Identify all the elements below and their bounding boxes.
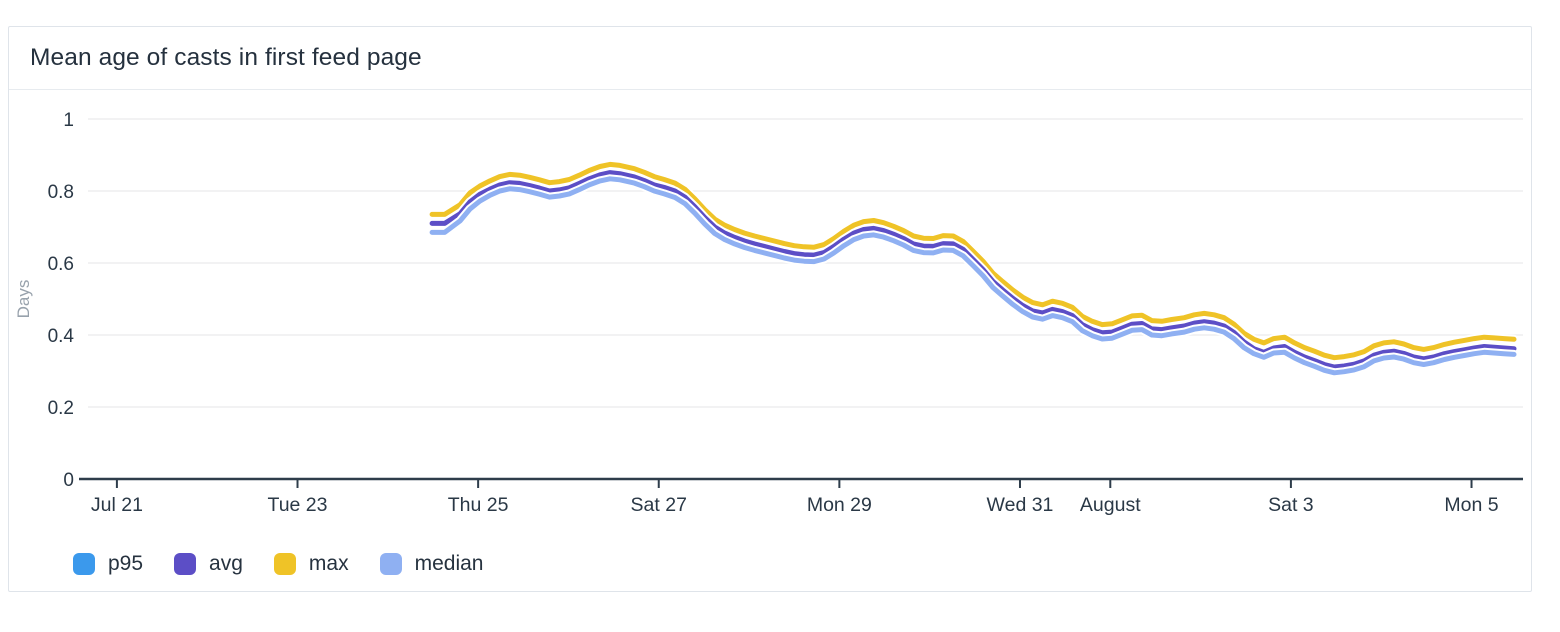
legend-label: median (414, 552, 484, 575)
x-tick-label: August (1080, 494, 1141, 516)
y-tick-label: 0.2 (48, 398, 74, 419)
y-tick-label: 0.4 (48, 326, 75, 347)
panel-title: Mean age of casts in first feed page (30, 44, 422, 71)
x-tick-label: Mon 29 (807, 494, 872, 516)
legend-swatch-max-icon (273, 553, 296, 575)
time-series-chart[interactable]: 0 0.2 0.4 0.6 0.8 1 Days Jul 21 Tue 23 Thu 25 Sat … (9, 91, 1531, 533)
y-axis-title: Days (14, 280, 33, 319)
y-tick-label: 0.6 (48, 254, 74, 275)
y-tick-label: 0 (63, 470, 74, 491)
x-tick-label: Sat 3 (1268, 494, 1314, 516)
legend-item-p95[interactable]: p95 (73, 552, 143, 576)
legend-swatch-median-icon (379, 553, 402, 575)
legend-label: max (308, 552, 349, 575)
legend-item-median[interactable]: median (379, 552, 484, 576)
series-line-median[interactable] (429, 176, 1517, 376)
x-tick-label: Jul 21 (91, 494, 143, 516)
x-tick-label: Tue 23 (268, 494, 328, 516)
series-line-max[interactable] (429, 161, 1517, 361)
legend-label: p95 (108, 552, 144, 575)
legend-swatch-p95-icon (73, 553, 95, 575)
legend-label: avg (209, 552, 243, 575)
series-halo-median (427, 174, 1519, 378)
chart-panel: Mean age of casts in first feed page 0 0.… (8, 26, 1532, 592)
y-tick-label: 0.8 (48, 182, 74, 203)
chart-legend: p95 avg max median (73, 549, 483, 579)
legend-item-max[interactable]: max (273, 552, 349, 576)
x-tick-label: Mon 5 (1444, 494, 1498, 516)
panel-header: Mean age of casts in first feed page (9, 27, 1531, 90)
x-tick-label: Sat 27 (631, 494, 687, 516)
legend-swatch-avg-icon (174, 553, 197, 575)
x-tick-label: Wed 31 (987, 494, 1054, 516)
y-tick-label: 1 (63, 110, 74, 131)
x-tick-label: Thu 25 (448, 494, 509, 516)
legend-item-avg[interactable]: avg (174, 552, 243, 576)
